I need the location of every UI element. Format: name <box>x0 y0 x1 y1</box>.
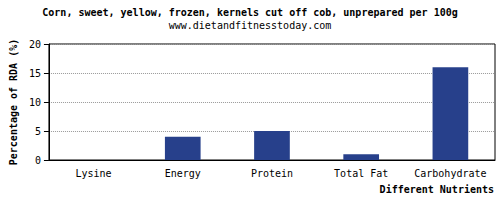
svg-text:0: 0 <box>35 155 41 166</box>
svg-text:Corn, sweet, yellow, frozen, k: Corn, sweet, yellow, frozen, kernels cut… <box>42 7 457 18</box>
svg-text:20: 20 <box>29 39 41 50</box>
svg-text:Protein: Protein <box>251 168 293 179</box>
svg-text:www.dietandfitnesstoday.com: www.dietandfitnesstoday.com <box>169 20 332 31</box>
svg-text:Total Fat: Total Fat <box>334 168 388 179</box>
svg-text:Lysine: Lysine <box>75 168 111 179</box>
svg-text:15: 15 <box>29 68 41 79</box>
svg-text:10: 10 <box>29 97 41 108</box>
svg-text:Different Nutrients: Different Nutrients <box>380 184 494 195</box>
svg-text:5: 5 <box>35 126 41 137</box>
svg-text:Energy: Energy <box>165 168 201 179</box>
svg-text:Carbohydrate: Carbohydrate <box>414 168 486 179</box>
svg-text:Percentage of RDA (%): Percentage of RDA (%) <box>8 39 19 165</box>
